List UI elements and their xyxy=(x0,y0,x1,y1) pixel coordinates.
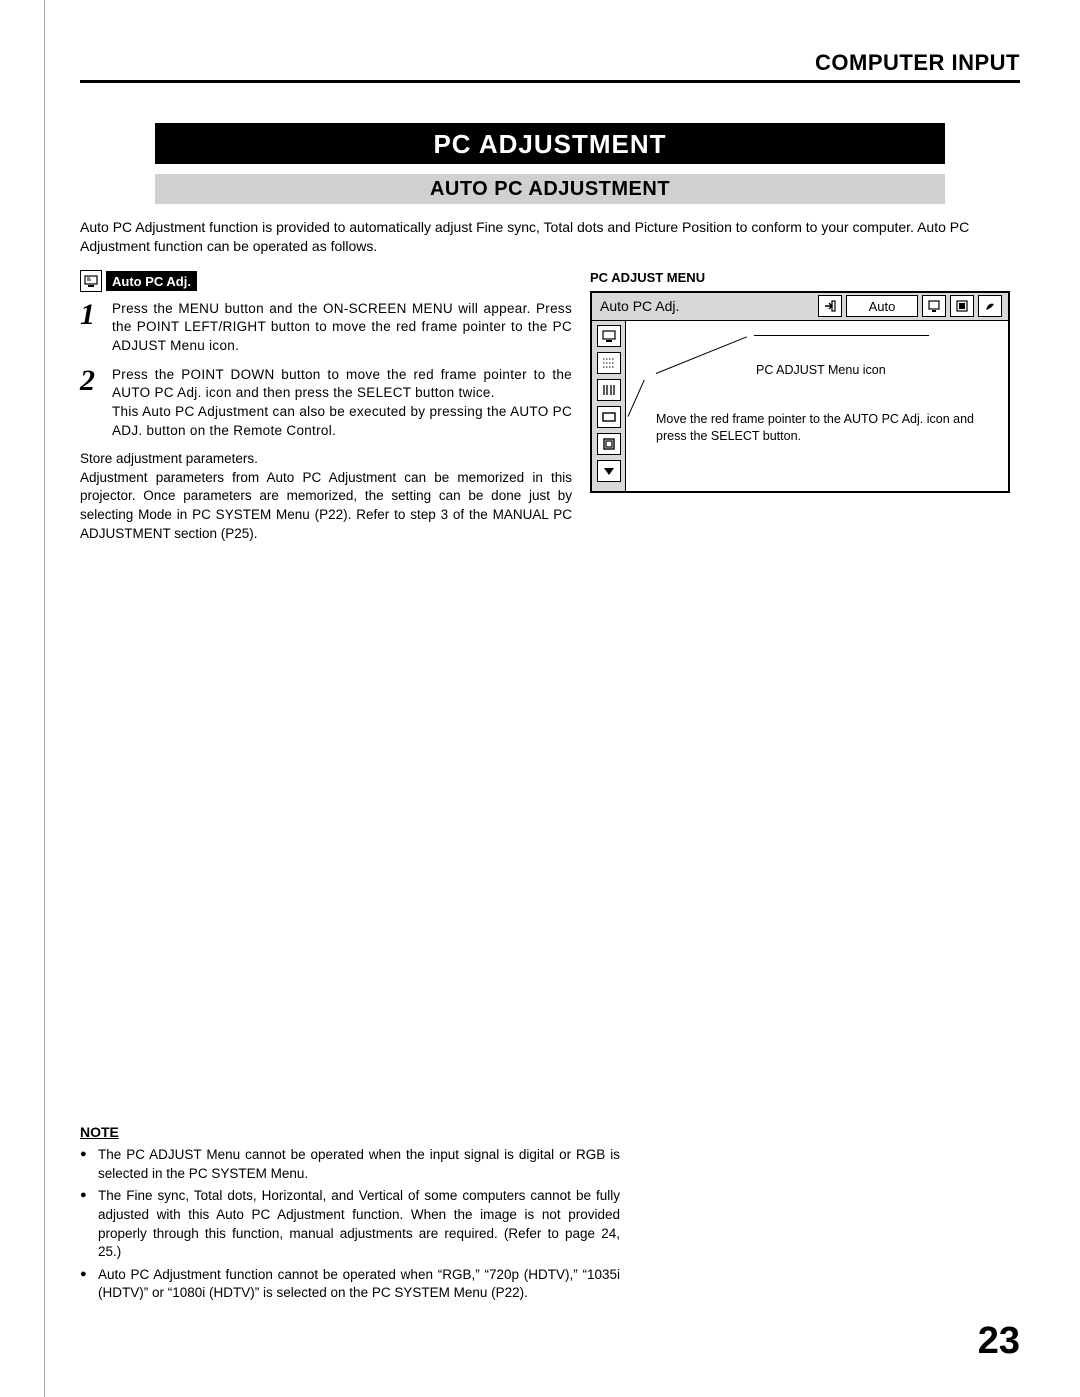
menu-icon-setting xyxy=(978,295,1002,317)
auto-pc-icon xyxy=(80,270,102,292)
menu-vertical-strip xyxy=(592,321,626,491)
margin-line xyxy=(44,0,45,1397)
right-column: PC ADJUST MENU Auto PC Adj. Auto xyxy=(590,270,1020,493)
note-item: The Fine sync, Total dots, Horizontal, a… xyxy=(80,1187,620,1262)
menu-auto-cell: Auto xyxy=(846,295,918,317)
callout-icon-label: PC ADJUST Menu icon xyxy=(756,363,886,377)
note-item: The PC ADJUST Menu cannot be operated wh… xyxy=(80,1146,620,1183)
vicon-horizontal xyxy=(597,406,621,428)
step-1-text: Press the MENU button and the ON-SCREEN … xyxy=(112,300,572,356)
note-list: The PC ADJUST Menu cannot be operated wh… xyxy=(80,1146,620,1303)
section-subtitle: AUTO PC ADJUSTMENT xyxy=(155,174,945,204)
vicon-fine-sync xyxy=(597,352,621,374)
leader-line-2 xyxy=(628,380,645,417)
menu-icon-input xyxy=(818,295,842,317)
menu-icon-pc-adjust xyxy=(922,295,946,317)
vicon-vertical xyxy=(597,433,621,455)
store-title: Store adjustment parameters. xyxy=(80,450,572,469)
menu-body: PC ADJUST Menu icon Move the red frame p… xyxy=(592,321,1008,491)
store-block: Store adjustment parameters. Adjustment … xyxy=(80,450,572,543)
menu-top-label: Auto PC Adj. xyxy=(600,298,679,314)
note-item: Auto PC Adjustment function cannot be op… xyxy=(80,1266,620,1303)
intro-paragraph: Auto PC Adjustment function is provided … xyxy=(80,218,1020,256)
step-2-text: Press the POINT DOWN button to move the … xyxy=(112,366,572,441)
callout-instruction: Move the red frame pointer to the AUTO P… xyxy=(656,411,998,445)
note-heading: NOTE xyxy=(80,1124,620,1140)
vicon-total-dots xyxy=(597,379,621,401)
leader-line-1a xyxy=(656,336,747,374)
menu-right-area: PC ADJUST Menu icon Move the red frame p… xyxy=(626,321,1008,491)
page: COMPUTER INPUT PC ADJUSTMENT AUTO PC ADJ… xyxy=(0,0,1080,1397)
menu-top-row: Auto PC Adj. Auto xyxy=(592,293,1008,321)
leader-line-1b xyxy=(754,335,929,336)
section-title: PC ADJUSTMENT xyxy=(155,123,945,164)
step-2: 2 Press the POINT DOWN button to move th… xyxy=(80,366,572,441)
badge-label: Auto PC Adj. xyxy=(106,271,197,291)
note-section: NOTE The PC ADJUST Menu cannot be operat… xyxy=(80,1124,620,1307)
menu-heading: PC ADJUST MENU xyxy=(590,270,1020,285)
badge-row: Auto PC Adj. xyxy=(80,270,572,292)
pc-adjust-menu: Auto PC Adj. Auto xyxy=(590,291,1010,493)
two-column-layout: Auto PC Adj. 1 Press the MENU button and… xyxy=(80,270,1020,544)
header-title: COMPUTER INPUT xyxy=(80,50,1020,83)
step-1: 1 Press the MENU button and the ON-SCREE… xyxy=(80,300,572,356)
page-number: 23 xyxy=(978,1320,1020,1363)
step-1-number: 1 xyxy=(80,300,112,356)
step-2-number: 2 xyxy=(80,366,112,441)
left-column: Auto PC Adj. 1 Press the MENU button and… xyxy=(80,270,590,544)
vicon-down-arrow xyxy=(597,460,621,482)
menu-icon-image xyxy=(950,295,974,317)
store-body: Adjustment parameters from Auto PC Adjus… xyxy=(80,469,572,544)
vicon-auto-pc xyxy=(597,325,621,347)
